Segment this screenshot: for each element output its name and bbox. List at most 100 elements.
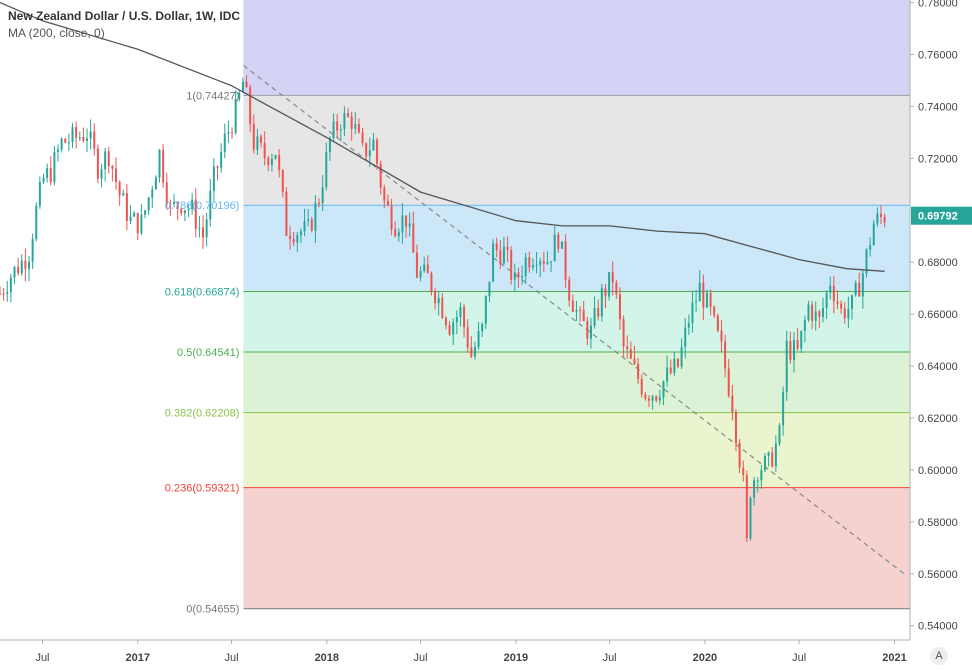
candle-body <box>629 349 632 359</box>
candle-body <box>608 272 611 297</box>
candle-body <box>553 234 556 262</box>
candle-body <box>165 182 168 205</box>
candle-body <box>811 304 814 321</box>
candle-body <box>437 297 440 304</box>
candle-body <box>673 358 676 373</box>
candle-body <box>568 279 571 301</box>
candle-body <box>633 358 636 364</box>
fib-zone-0.786 <box>243 205 911 292</box>
candle-body <box>289 235 292 240</box>
candle-body <box>814 311 817 321</box>
candle-body <box>709 292 712 307</box>
candle-body <box>821 307 824 317</box>
candle-body <box>241 81 244 93</box>
candle-body <box>426 264 429 274</box>
candle-body <box>9 277 12 293</box>
candle-body <box>191 199 194 210</box>
candle-body <box>397 232 400 237</box>
candle-body <box>582 310 585 322</box>
candle-body <box>593 308 596 326</box>
price-tick-label: 0.56000 <box>918 569 958 581</box>
candle-body <box>506 246 509 251</box>
candle-body <box>158 149 161 178</box>
candle-body <box>807 304 810 320</box>
candle-body <box>640 379 643 395</box>
candle-body <box>234 98 237 133</box>
fib-lines <box>243 94 910 610</box>
candle-body <box>622 319 625 347</box>
candle-body <box>676 358 679 367</box>
fib-zone-0.5 <box>243 352 911 413</box>
candle-body <box>299 231 302 236</box>
candle-body <box>401 215 404 233</box>
time-tick-label: 2020 <box>693 652 717 664</box>
candle-body <box>571 300 574 312</box>
candle-body <box>477 331 480 348</box>
candle-body <box>513 272 516 280</box>
candle-body <box>564 241 567 280</box>
time-tick-label: Jul <box>792 652 806 664</box>
candle-body <box>383 187 386 201</box>
candle-body <box>194 199 197 229</box>
candle-body <box>796 340 799 349</box>
candle-body <box>502 246 505 264</box>
price-tick-label: 0.60000 <box>918 465 958 477</box>
candle-body <box>782 391 785 426</box>
candle-body <box>86 138 89 141</box>
candle-body <box>260 136 263 143</box>
candle-body <box>749 497 752 539</box>
candle-body <box>615 282 618 295</box>
candle-body <box>847 308 850 319</box>
candle-body <box>448 325 451 335</box>
candle-body <box>339 129 342 131</box>
candle-body <box>93 131 96 149</box>
candle-body <box>865 249 868 274</box>
candle-body <box>589 325 592 339</box>
candle-body <box>270 158 273 165</box>
candle-body <box>495 243 498 251</box>
candle-body <box>125 193 128 222</box>
candle-body <box>169 204 172 206</box>
candle-body <box>13 266 16 278</box>
candle-body <box>256 136 259 150</box>
candle-body <box>542 260 545 264</box>
candle-body <box>669 367 672 373</box>
candle-body <box>107 151 110 166</box>
candle-body <box>731 395 734 412</box>
moving-average <box>0 2 885 272</box>
candle-body <box>162 149 165 183</box>
candle-body <box>441 297 444 318</box>
candle-body <box>42 177 45 183</box>
trendline <box>243 64 908 577</box>
candle-body <box>238 92 241 99</box>
candle-body <box>579 309 582 311</box>
candle-body <box>539 260 542 265</box>
candle-body <box>64 138 67 143</box>
candle-body <box>829 285 832 293</box>
candle-body <box>318 202 321 204</box>
candle-body <box>742 467 745 476</box>
candle-body <box>71 127 74 143</box>
candle-body <box>434 291 437 304</box>
candle-body <box>24 260 27 269</box>
candle-body <box>118 182 121 196</box>
time-tick-label: 2017 <box>126 652 150 664</box>
candle-body <box>379 163 382 188</box>
time-tick-label: Jul <box>224 652 238 664</box>
candle-body <box>687 323 690 328</box>
candle-body <box>818 311 821 317</box>
candle-body <box>274 154 277 159</box>
candle-body <box>376 139 379 164</box>
candle-body <box>386 200 389 206</box>
last-price-tag: 0.69792 <box>911 206 972 225</box>
candle-body <box>423 264 426 271</box>
candle-body <box>825 292 828 308</box>
candle-body <box>550 261 553 263</box>
time-tick-label: Jul <box>414 652 428 664</box>
auto-scale-button[interactable]: A <box>930 647 948 665</box>
candle-body <box>78 137 81 139</box>
candle-body <box>655 396 658 401</box>
candle-body <box>760 470 763 481</box>
candle-body <box>321 187 324 204</box>
